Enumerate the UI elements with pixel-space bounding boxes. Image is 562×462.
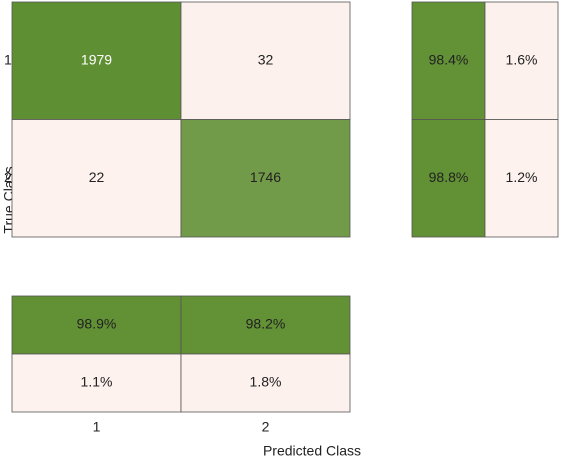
cell-label: 98.8%	[429, 169, 469, 185]
cell-label: 32	[258, 51, 274, 67]
y-tick-label: 2	[4, 169, 12, 185]
cell-label: 98.4%	[429, 51, 469, 67]
cell-label: 1.6%	[506, 51, 538, 67]
x-tick-label: 1	[93, 419, 101, 435]
cell-label: 22	[89, 169, 105, 185]
cell	[411, 1, 486, 120]
cell-label: 98.2%	[246, 316, 286, 332]
cell	[411, 119, 486, 238]
cell	[484, 119, 559, 238]
cell	[484, 1, 559, 120]
cell-label: 1.1%	[81, 374, 113, 390]
cell	[180, 119, 351, 238]
cell	[180, 353, 351, 413]
cell-label: 1.8%	[250, 374, 282, 390]
cell-label: 1746	[250, 169, 281, 185]
x-tick-label: 2	[262, 419, 270, 435]
y-tick-label: 1	[4, 51, 12, 67]
cell	[11, 295, 182, 355]
cell-label: 1.2%	[506, 169, 538, 185]
x-axis-label: Predicted Class	[263, 443, 361, 459]
cell	[11, 353, 182, 413]
cell-label: 1979	[81, 51, 112, 67]
cell-label: 98.9%	[77, 316, 117, 332]
cell	[180, 1, 351, 120]
